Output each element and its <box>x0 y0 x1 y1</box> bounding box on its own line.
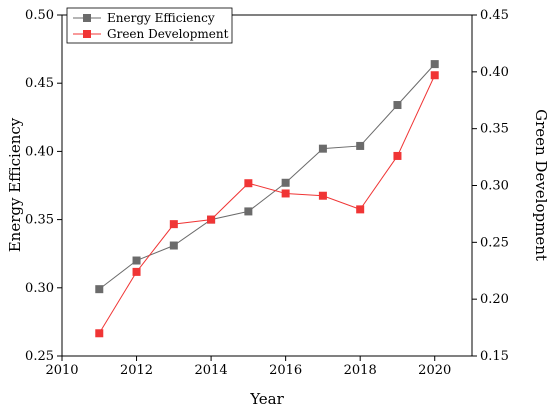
left-y-tick-label: 0.30 <box>25 281 54 296</box>
data-point-green-development <box>95 329 104 338</box>
left-y-tick-label: 0.40 <box>25 144 54 159</box>
x-tick-label: 2016 <box>269 363 302 378</box>
right-y-tick-label: 0.45 <box>480 8 509 23</box>
x-tick-label: 2012 <box>120 363 153 378</box>
data-point-energy-efficiency <box>169 241 178 250</box>
x-axis-ticks: 2010 2012 2014 2016 2018 2020 <box>45 356 451 378</box>
x-tick-label: 2014 <box>195 363 228 378</box>
data-point-energy-efficiency <box>132 256 141 265</box>
data-point-green-development <box>132 267 141 276</box>
data-point-energy-efficiency <box>95 285 104 294</box>
right-y-tick-label: 0.30 <box>480 179 509 194</box>
data-point-energy-efficiency <box>393 101 402 110</box>
data-point-green-development <box>356 205 365 214</box>
series-layer <box>95 60 439 338</box>
data-point-green-development <box>169 220 178 229</box>
legend-marker-energy-efficiency <box>83 14 91 22</box>
data-point-green-development <box>244 179 253 188</box>
right-y-tick-label: 0.40 <box>480 65 509 80</box>
data-point-energy-efficiency <box>356 141 365 150</box>
data-point-green-development <box>318 191 327 200</box>
data-point-energy-efficiency <box>244 207 253 216</box>
data-point-energy-efficiency <box>430 60 439 69</box>
x-tick-label: 2010 <box>45 363 78 378</box>
right-y-axis-ticks: 0.15 0.20 0.25 0.30 0.35 0.40 0.45 <box>472 8 509 364</box>
left-y-tick-label: 0.45 <box>25 76 54 91</box>
series-line-energy-efficiency <box>98 63 436 290</box>
x-tick-label: 2020 <box>418 363 451 378</box>
left-y-axis-ticks: 0.25 0.30 0.35 0.40 0.45 0.50 <box>25 8 62 364</box>
data-point-green-development <box>393 151 402 160</box>
left-y-axis-title: Energy Efficiency <box>6 117 24 252</box>
right-y-tick-label: 0.35 <box>480 122 509 137</box>
data-point-green-development <box>207 215 216 224</box>
legend: Energy Efficiency Green Development <box>66 7 233 44</box>
left-y-tick-label: 0.35 <box>25 213 54 228</box>
right-y-tick-label: 0.20 <box>480 292 509 307</box>
data-point-energy-efficiency <box>318 144 327 153</box>
right-y-tick-label: 0.15 <box>480 349 509 364</box>
left-y-tick-label: 0.25 <box>25 349 54 364</box>
data-point-green-development <box>281 189 290 198</box>
legend-box <box>66 7 233 44</box>
x-axis-title: Year <box>249 390 284 408</box>
left-y-tick-label: 0.50 <box>25 8 54 23</box>
legend-label-green-development: Green Development <box>107 27 229 41</box>
plot-frame <box>61 14 473 357</box>
series-line-green-development <box>98 75 436 334</box>
data-point-green-development <box>430 71 439 80</box>
legend-marker-green-development <box>83 30 91 38</box>
right-y-tick-label: 0.25 <box>480 235 509 250</box>
right-y-axis-title: Green Development <box>532 109 550 261</box>
legend-label-energy-efficiency: Energy Efficiency <box>107 11 215 25</box>
data-point-energy-efficiency <box>281 178 290 187</box>
x-tick-label: 2018 <box>344 363 377 378</box>
